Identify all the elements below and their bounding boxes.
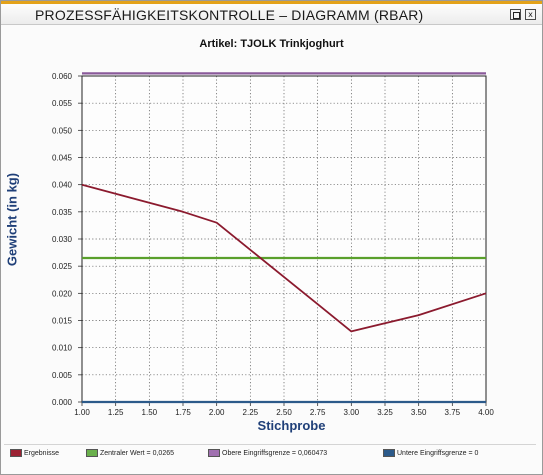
legend-label: Untere Eingriffsgrenze = 0 bbox=[397, 450, 479, 457]
x-tick-label: 1.75 bbox=[175, 408, 191, 417]
reference-lines bbox=[82, 72, 486, 404]
x-tick-label: 1.00 bbox=[74, 408, 90, 417]
tick-labels: 1.00 1.25 1.50 1.75 2.00 2.25 2.50 2.75 3.00 3.25… bbox=[52, 72, 494, 417]
y-tick-label: 0.035 bbox=[52, 208, 73, 217]
restore-icon[interactable] bbox=[510, 9, 521, 20]
legend-item: Obere Eingriffsgrenze = 0,060473 bbox=[208, 448, 327, 460]
x-tick-label: 3.25 bbox=[377, 408, 393, 417]
x-tick-label: 1.50 bbox=[142, 408, 158, 417]
x-tick-label: 2.75 bbox=[310, 408, 326, 417]
x-tick-label: 4.00 bbox=[478, 408, 494, 417]
series-layer bbox=[81, 183, 487, 333]
y-tick-label: 0.000 bbox=[52, 398, 73, 407]
y-tick-label: 0.055 bbox=[52, 99, 73, 108]
y-tick-label: 0.030 bbox=[52, 235, 73, 244]
title-bar[interactable]: PROZESSFÄHIGKEITSKONTROLLE – DIAGRAMM (R… bbox=[1, 1, 542, 25]
x-tick-label: 3.00 bbox=[344, 408, 360, 417]
legend-swatch bbox=[86, 449, 98, 458]
legend-swatch bbox=[10, 449, 22, 458]
plot-background bbox=[82, 76, 486, 402]
legend-item: Untere Eingriffsgrenze = 0 bbox=[383, 448, 478, 460]
y-tick-label: 0.050 bbox=[52, 126, 73, 135]
legend-label: Zentraler Wert = 0,0265 bbox=[100, 450, 174, 457]
x-tick-label: 2.25 bbox=[243, 408, 259, 417]
legend-item: Zentraler Wert = 0,0265 bbox=[86, 448, 174, 460]
x-tick-label: 2.50 bbox=[276, 408, 292, 417]
x-tick-label: 1.25 bbox=[108, 408, 124, 417]
y-tick-label: 0.020 bbox=[52, 289, 73, 298]
y-tick-label: 0.040 bbox=[52, 181, 73, 190]
legend-swatch bbox=[383, 449, 395, 458]
legend-swatch bbox=[208, 449, 220, 458]
chart-legend: Ergebnisse Zentraler Wert = 0,0265 Obere E… bbox=[8, 448, 538, 462]
y-tick-label: 0.025 bbox=[52, 262, 73, 271]
window-title: PROZESSFÄHIGKEITSKONTROLLE – DIAGRAMM (R… bbox=[35, 7, 424, 23]
y-tick-label: 0.010 bbox=[52, 344, 73, 353]
y-tick-label: 0.015 bbox=[52, 317, 73, 326]
y-tick-label: 0.060 bbox=[52, 72, 73, 81]
legend-item: Ergebnisse bbox=[10, 448, 59, 460]
close-icon[interactable]: x bbox=[525, 9, 536, 20]
x-tick-label: 3.75 bbox=[445, 408, 461, 417]
legend-label: Ergebnisse bbox=[24, 450, 60, 457]
grid-layer bbox=[82, 76, 486, 402]
series-line-ergebnisse bbox=[81, 183, 487, 333]
y-tick-label: 0.005 bbox=[52, 371, 73, 380]
chart-title: Artikel: TJOLK Trinkjoghurt bbox=[199, 38, 344, 50]
y-tick-label: 0.045 bbox=[52, 154, 73, 163]
legend-divider bbox=[4, 444, 536, 445]
x-tick-label: 2.00 bbox=[209, 408, 225, 417]
x-tick-label: 3.50 bbox=[411, 408, 427, 417]
x-axis-label: Stichprobe bbox=[257, 418, 326, 433]
legend-label: Obere Eingriffsgrenze = 0,060473 bbox=[222, 450, 328, 457]
